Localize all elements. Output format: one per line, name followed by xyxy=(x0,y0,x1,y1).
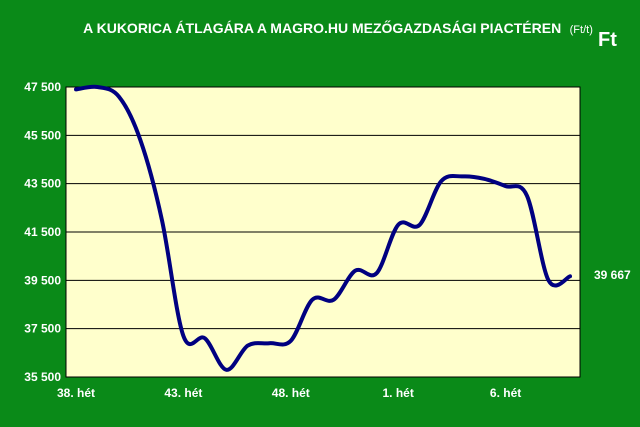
y-tick-label: 35 500 xyxy=(24,370,61,384)
y-tick-label: 47 500 xyxy=(24,80,61,94)
y-axis-ticks: 35 500 37 500 39 500 41 500 43 500 45 500 47 5… xyxy=(24,80,61,384)
y-tick-label: 43 500 xyxy=(24,177,61,191)
y-tick-label: 41 500 xyxy=(24,225,61,239)
chart-title: A KUKORICA ÁTLAGÁRA A MAGRO.HU MEZŐGAZDA… xyxy=(83,19,593,37)
y-tick-label: 37 500 xyxy=(24,322,61,336)
end-value-label: 39 667 xyxy=(594,268,631,282)
x-tick-label: 6. hét xyxy=(490,386,521,400)
y-tick-label: 39 500 xyxy=(24,273,61,287)
chart-title-unit: (Ft/t) xyxy=(570,24,593,36)
x-tick-label: 43. hét xyxy=(164,386,202,400)
x-tick-label: 1. hét xyxy=(383,386,414,400)
y-tick-label: 45 500 xyxy=(24,128,61,142)
x-axis-ticks: 38. hét 43. hét 48. hét 1. hét 6. hét xyxy=(57,386,521,400)
x-tick-label: 48. hét xyxy=(272,386,310,400)
x-tick-label: 38. hét xyxy=(57,386,95,400)
y-unit-label: Ft xyxy=(598,29,617,51)
chart-title-main: A KUKORICA ÁTLAGÁRA A MAGRO.HU MEZŐGAZDA… xyxy=(83,19,561,36)
series-line xyxy=(74,84,572,372)
